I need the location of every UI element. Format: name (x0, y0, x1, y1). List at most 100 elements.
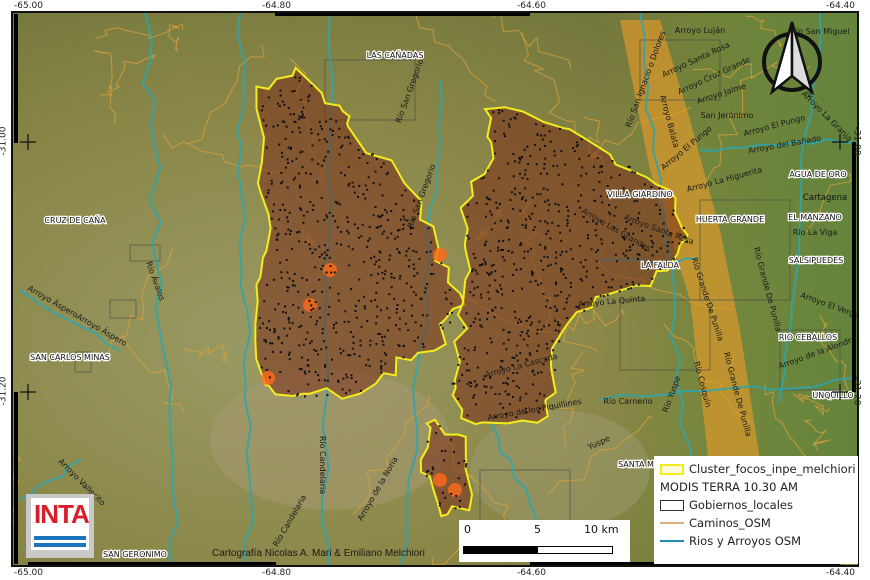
fire-point (458, 379, 461, 382)
fire-point (292, 303, 295, 306)
fire-point (587, 237, 590, 240)
fire-point (270, 179, 273, 182)
fire-point (484, 261, 487, 264)
fire-point (500, 287, 503, 290)
fire-point (292, 280, 295, 282)
fire-point (542, 268, 545, 271)
fire-point (515, 354, 518, 357)
fire-point (325, 214, 328, 217)
fire-point (288, 321, 291, 324)
fire-point (309, 172, 312, 175)
fire-point (588, 154, 591, 157)
fire-point (264, 357, 267, 360)
fire-point (472, 252, 475, 255)
fire-point (600, 195, 602, 198)
fire-point (378, 216, 381, 219)
fire-point (338, 127, 341, 130)
fire-point (475, 403, 478, 406)
fire-point (439, 324, 442, 327)
fire-point (565, 301, 568, 304)
fire-point (324, 155, 327, 158)
fire-point (505, 413, 507, 415)
fire-point (547, 209, 550, 212)
fire-point (546, 172, 549, 175)
fire-point (601, 274, 604, 276)
fire-point (545, 343, 548, 345)
fire-point (552, 349, 555, 352)
fire-point (636, 253, 639, 256)
fire-point (501, 256, 504, 259)
fire-point (518, 192, 521, 195)
fire-point (286, 271, 289, 274)
fire-point (303, 370, 306, 373)
fire-point (375, 322, 378, 325)
fire-point (258, 317, 261, 319)
fire-point (408, 259, 411, 262)
fire-point (566, 317, 569, 319)
fire-point (559, 127, 561, 130)
fire-point (380, 309, 382, 312)
fire-point (649, 234, 652, 237)
fire-point (363, 305, 366, 308)
river-line (19, 289, 121, 352)
fire-point (499, 365, 502, 368)
fire-point (495, 201, 498, 204)
fire-point (409, 233, 412, 235)
fire-point (501, 367, 504, 370)
fire-point (597, 171, 600, 174)
fire-point (627, 165, 630, 168)
fire-point (362, 153, 365, 156)
fire-point (555, 310, 558, 312)
fire-point (464, 465, 467, 468)
legend-item-caminos: Caminos_OSM (660, 514, 852, 532)
fire-point (350, 288, 352, 290)
fire-point (600, 238, 603, 241)
fire-point (341, 388, 344, 391)
fire-point (537, 283, 539, 286)
map-legend: Cluster_focos_inpe_melchiori MODIS TERRA… (654, 456, 858, 564)
fire-point (301, 150, 304, 153)
fire-point (359, 344, 362, 347)
fire-point (298, 240, 300, 243)
fire-point (463, 347, 466, 350)
fire-point (301, 115, 304, 117)
fire-point (489, 272, 492, 275)
fire-point (284, 137, 287, 140)
fire-point (658, 187, 661, 190)
fire-point (511, 364, 514, 367)
fire-point (614, 206, 617, 209)
fire-point (284, 305, 287, 308)
fire-point (372, 182, 375, 185)
fire-point (446, 313, 449, 315)
fire-point (472, 268, 475, 271)
fire-point (379, 225, 382, 228)
fire-point (507, 123, 510, 126)
fire-point (568, 294, 571, 297)
fire-point (521, 198, 523, 201)
fire-point (492, 263, 495, 266)
fire-point (286, 158, 289, 161)
fire-point (396, 304, 399, 306)
fire-point (462, 358, 465, 361)
fire-point (625, 282, 628, 285)
fire-point (627, 232, 630, 235)
fire-point (637, 283, 640, 286)
fire-point (525, 358, 528, 361)
fire-point (577, 306, 580, 309)
fire-point (525, 392, 528, 395)
fire-point (618, 290, 621, 293)
tick-left: -31.00 (0, 126, 9, 156)
fire-point (405, 282, 408, 285)
fire-point (659, 266, 662, 269)
fire-point (531, 370, 534, 373)
fire-point (500, 307, 503, 310)
fire-point (318, 256, 321, 258)
fire-point (361, 223, 364, 226)
fire-point (469, 291, 472, 294)
fire-point (408, 265, 410, 268)
fire-point (321, 128, 323, 131)
fire-point (498, 112, 501, 115)
fire-point (556, 164, 559, 167)
fire-point (614, 253, 617, 256)
